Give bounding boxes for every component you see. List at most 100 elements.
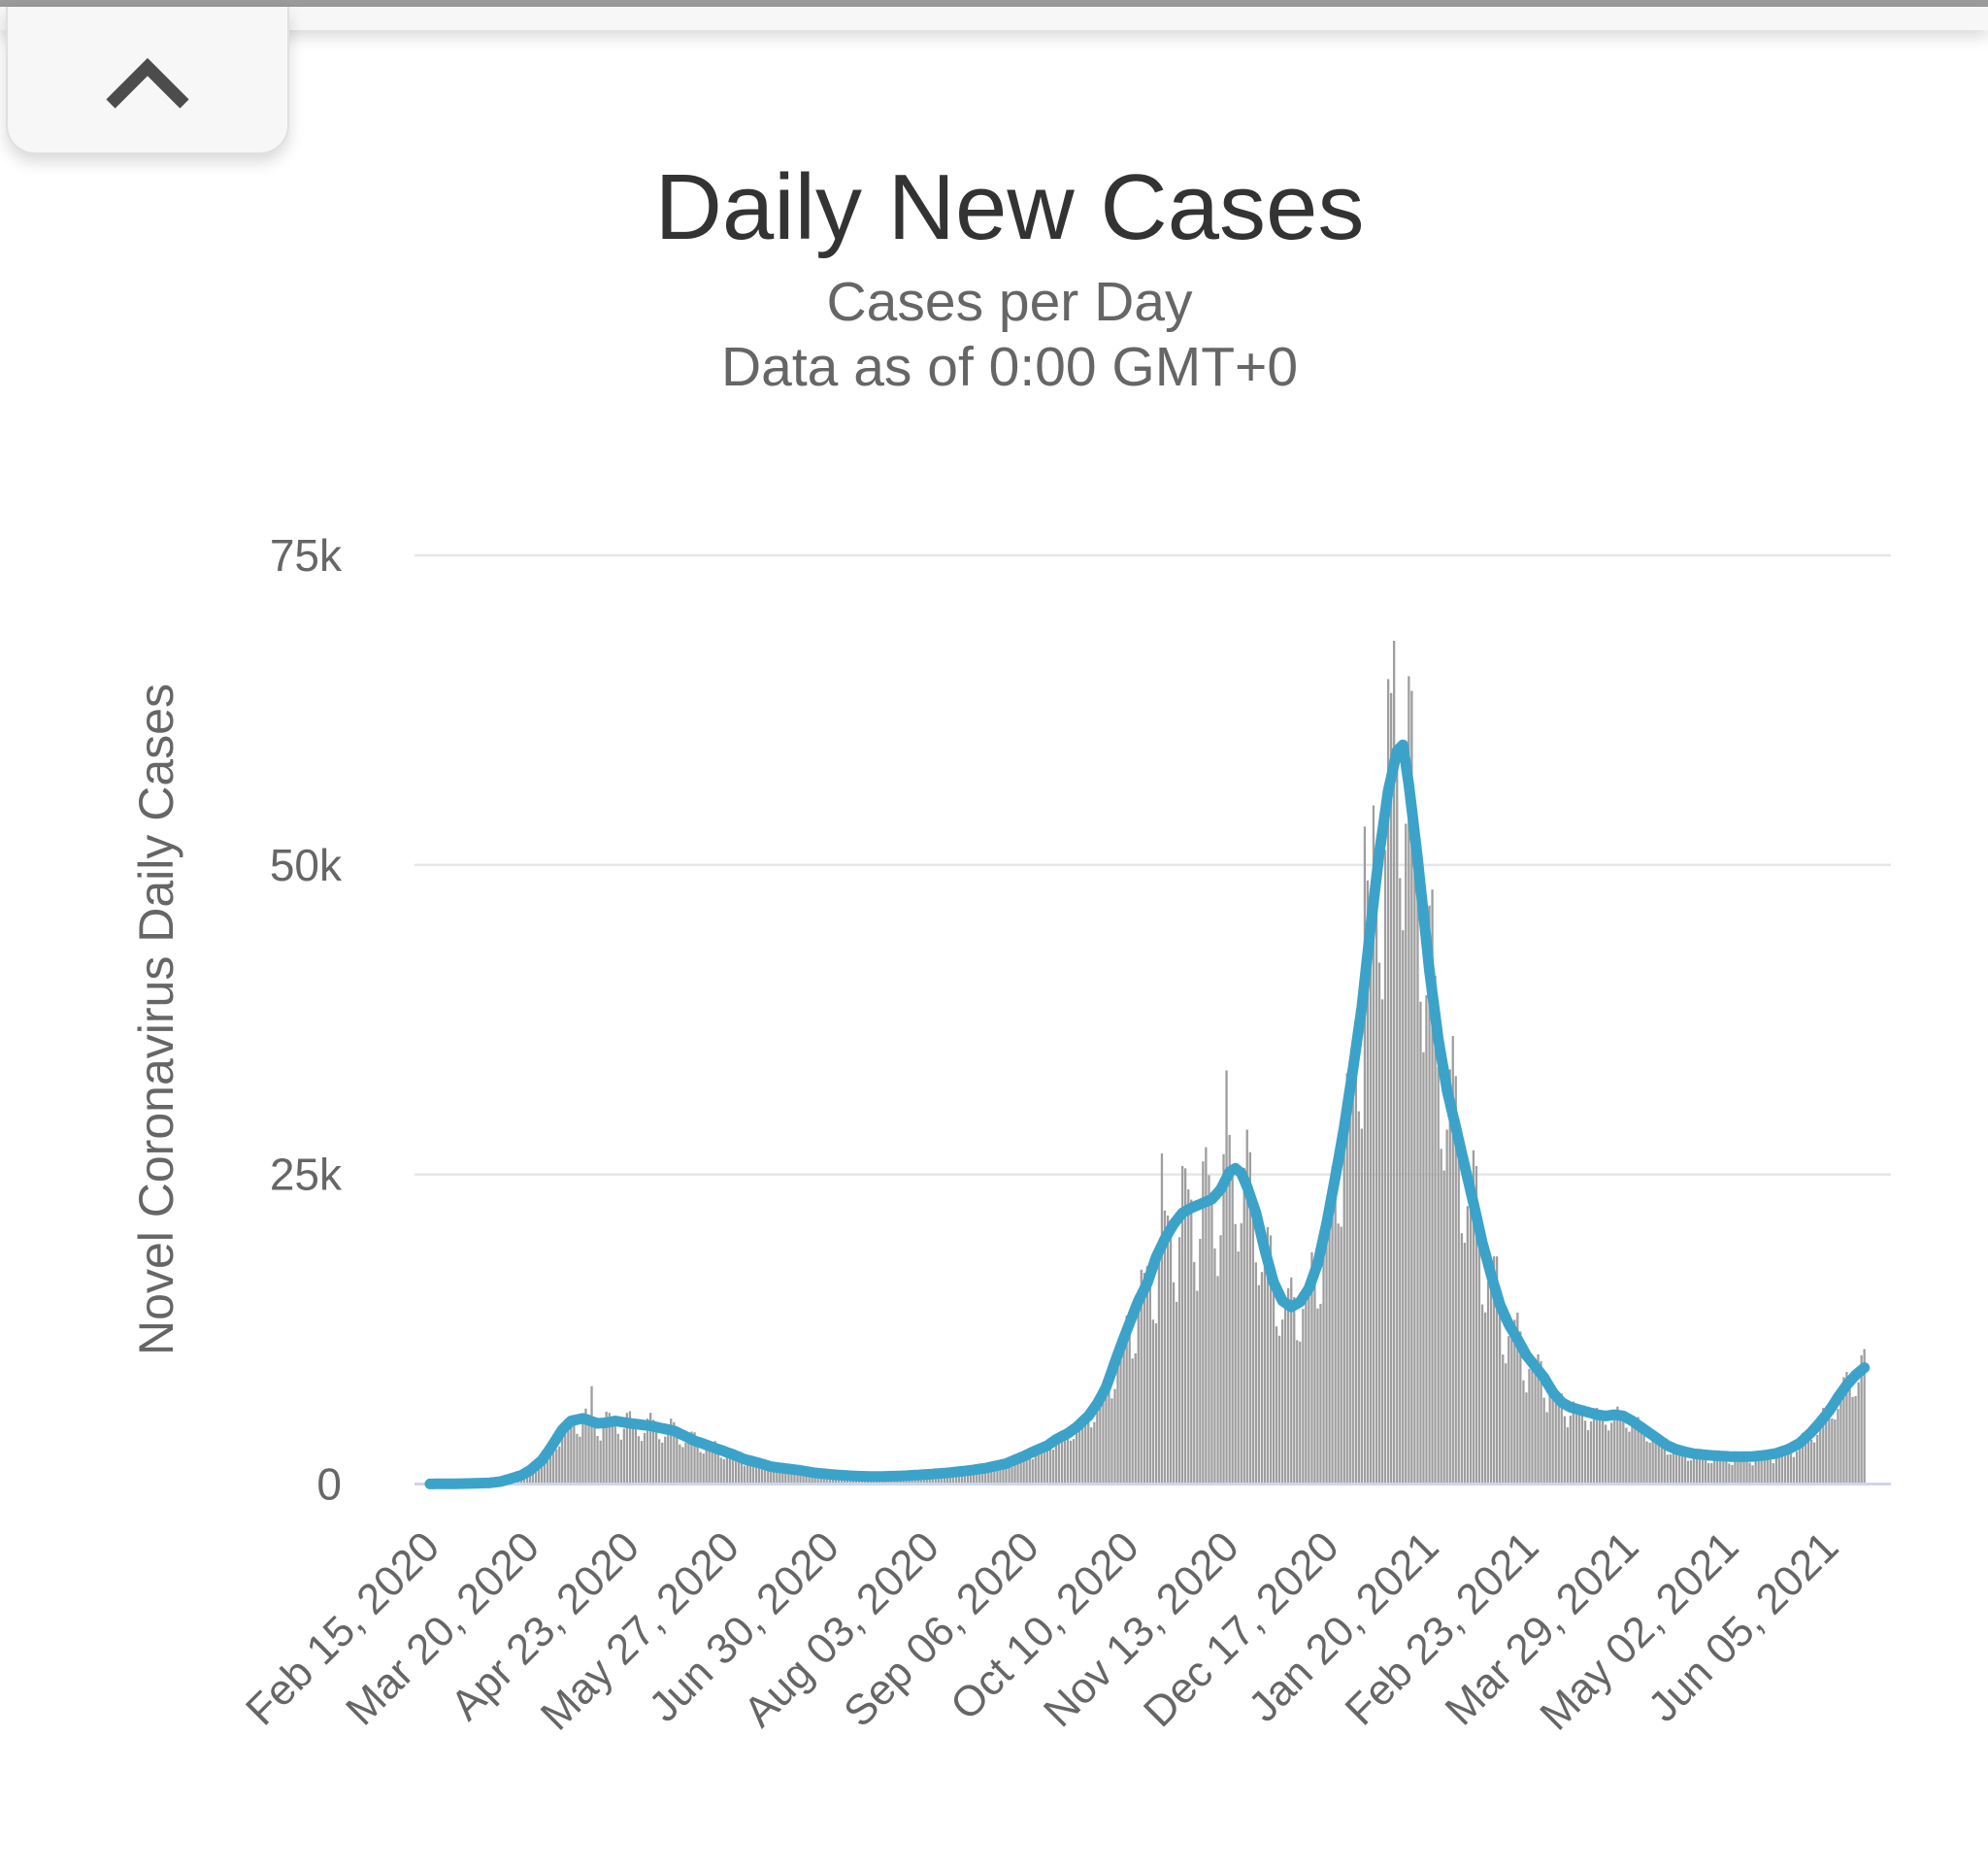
daily-cases-bar <box>1348 1080 1351 1485</box>
daily-cases-bar <box>1763 1452 1766 1485</box>
daily-cases-bar <box>1589 1420 1593 1485</box>
daily-cases-bar <box>1387 679 1390 1485</box>
daily-cases-bar <box>1640 1423 1642 1485</box>
daily-cases-bar <box>1586 1430 1590 1485</box>
daily-cases-bar <box>1281 1319 1284 1485</box>
daily-cases-bar <box>1663 1446 1666 1485</box>
daily-cases-bar <box>640 1441 644 1485</box>
daily-cases-bar <box>1043 1444 1045 1485</box>
daily-cases-bar <box>1757 1452 1760 1485</box>
y-axis-tick-labels: 0 25k 50k 75k <box>270 530 343 1510</box>
daily-cases-bar <box>725 1454 728 1485</box>
daily-cases-bar <box>570 1418 573 1485</box>
daily-cases-bar <box>1574 1403 1578 1485</box>
daily-cases-bar <box>1028 1456 1031 1485</box>
daily-cases-bar <box>822 1475 825 1485</box>
daily-cases-bar <box>737 1453 741 1485</box>
daily-cases-bar <box>1596 1408 1599 1485</box>
daily-cases-bar <box>1319 1303 1322 1485</box>
daily-cases-bar <box>1257 1285 1260 1485</box>
daily-cases-bar <box>1660 1437 1663 1485</box>
daily-cases-bar <box>719 1457 722 1485</box>
daily-cases-bar <box>1772 1463 1774 1485</box>
daily-cases-bar <box>1801 1432 1805 1485</box>
daily-cases-bar <box>1674 1447 1677 1485</box>
daily-cases-bar <box>1496 1256 1499 1485</box>
daily-cases-bar <box>613 1420 616 1485</box>
daily-cases-bar <box>1008 1465 1011 1485</box>
daily-cases-bar <box>790 1467 793 1485</box>
daily-cases-bar <box>534 1469 538 1485</box>
daily-cases-bar <box>1566 1427 1569 1485</box>
daily-cases-bar <box>1351 1052 1354 1485</box>
daily-cases-bar <box>1672 1449 1674 1485</box>
daily-cases-bar <box>1522 1380 1525 1485</box>
daily-cases-bar <box>1251 1201 1254 1485</box>
daily-cases-bar <box>1063 1430 1067 1485</box>
daily-cases-bar <box>1737 1452 1740 1485</box>
daily-cases-bar <box>748 1459 752 1485</box>
daily-cases-bar <box>1066 1434 1070 1485</box>
daily-cases-bar <box>1431 889 1434 1485</box>
daily-cases-bar <box>1090 1427 1093 1485</box>
daily-cases-bar <box>1683 1452 1687 1485</box>
daily-cases-bar <box>705 1449 708 1485</box>
daily-cases-bar <box>1610 1422 1613 1485</box>
daily-cases-bar <box>1313 1257 1316 1485</box>
daily-cases-bar <box>1375 864 1378 1485</box>
daily-cases-bar <box>1466 1206 1469 1485</box>
daily-cases-bar <box>993 1468 996 1485</box>
daily-cases-bar <box>1137 1300 1140 1485</box>
daily-cases-bar <box>1202 1161 1205 1485</box>
daily-cases-bar <box>767 1466 770 1485</box>
daily-cases-bar <box>1302 1309 1305 1485</box>
daily-cases-bar <box>1113 1388 1116 1485</box>
daily-cases-bar <box>1437 1066 1440 1485</box>
daily-cases-bar <box>722 1459 725 1485</box>
daily-cases-bar <box>948 1476 952 1485</box>
daily-cases-bar <box>1863 1349 1866 1485</box>
daily-cases-bar <box>1508 1336 1510 1485</box>
daily-cases-bar <box>1463 1243 1466 1485</box>
daily-cases-bar <box>1825 1406 1828 1485</box>
daily-cases-bar <box>1469 1174 1473 1485</box>
daily-cases-bar <box>1502 1354 1505 1485</box>
collapse-panel-button[interactable] <box>6 7 289 154</box>
daily-cases-bars-series <box>441 641 1866 1485</box>
daily-cases-bar <box>1580 1405 1584 1485</box>
daily-cases-bar <box>1777 1448 1780 1485</box>
daily-cases-bar <box>1648 1442 1651 1485</box>
daily-cases-bar <box>1828 1410 1831 1485</box>
plot-area[interactable] <box>414 544 1891 1490</box>
daily-cases-bar <box>1073 1439 1076 1485</box>
daily-cases-bar <box>1486 1282 1490 1485</box>
gridlines <box>414 553 1891 1176</box>
daily-cases-bar <box>1860 1354 1863 1485</box>
daily-cases-bar <box>1357 1111 1360 1485</box>
daily-cases-bar <box>673 1421 676 1485</box>
daily-cases-bar <box>573 1418 576 1485</box>
daily-cases-bar <box>1519 1331 1522 1485</box>
daily-cases-bar <box>1602 1414 1605 1485</box>
daily-cases-bar <box>1719 1452 1722 1485</box>
daily-cases-bar <box>1425 995 1428 1485</box>
daily-cases-bar <box>1854 1396 1857 1485</box>
daily-cases-bar <box>781 1470 784 1485</box>
daily-cases-bar <box>1354 1024 1357 1485</box>
daily-cases-bar <box>1157 1257 1161 1485</box>
daily-cases-bar <box>1360 1128 1363 1485</box>
daily-cases-bar <box>1216 1276 1219 1485</box>
daily-cases-bar <box>631 1419 635 1485</box>
daily-cases-bar <box>1322 1245 1325 1485</box>
daily-cases-bar <box>773 1466 776 1485</box>
daily-cases-bar <box>1205 1147 1208 1485</box>
daily-cases-bar <box>1176 1301 1178 1485</box>
daily-cases-bar <box>1419 1001 1422 1485</box>
daily-cases-bar <box>1096 1405 1099 1485</box>
daily-cases-bar <box>787 1469 790 1485</box>
daily-cases-bar <box>1534 1358 1537 1485</box>
daily-cases-bar <box>1716 1452 1719 1485</box>
daily-cases-bar <box>1005 1461 1008 1485</box>
daily-cases-bar <box>1805 1432 1807 1485</box>
daily-cases-bar <box>599 1440 602 1485</box>
